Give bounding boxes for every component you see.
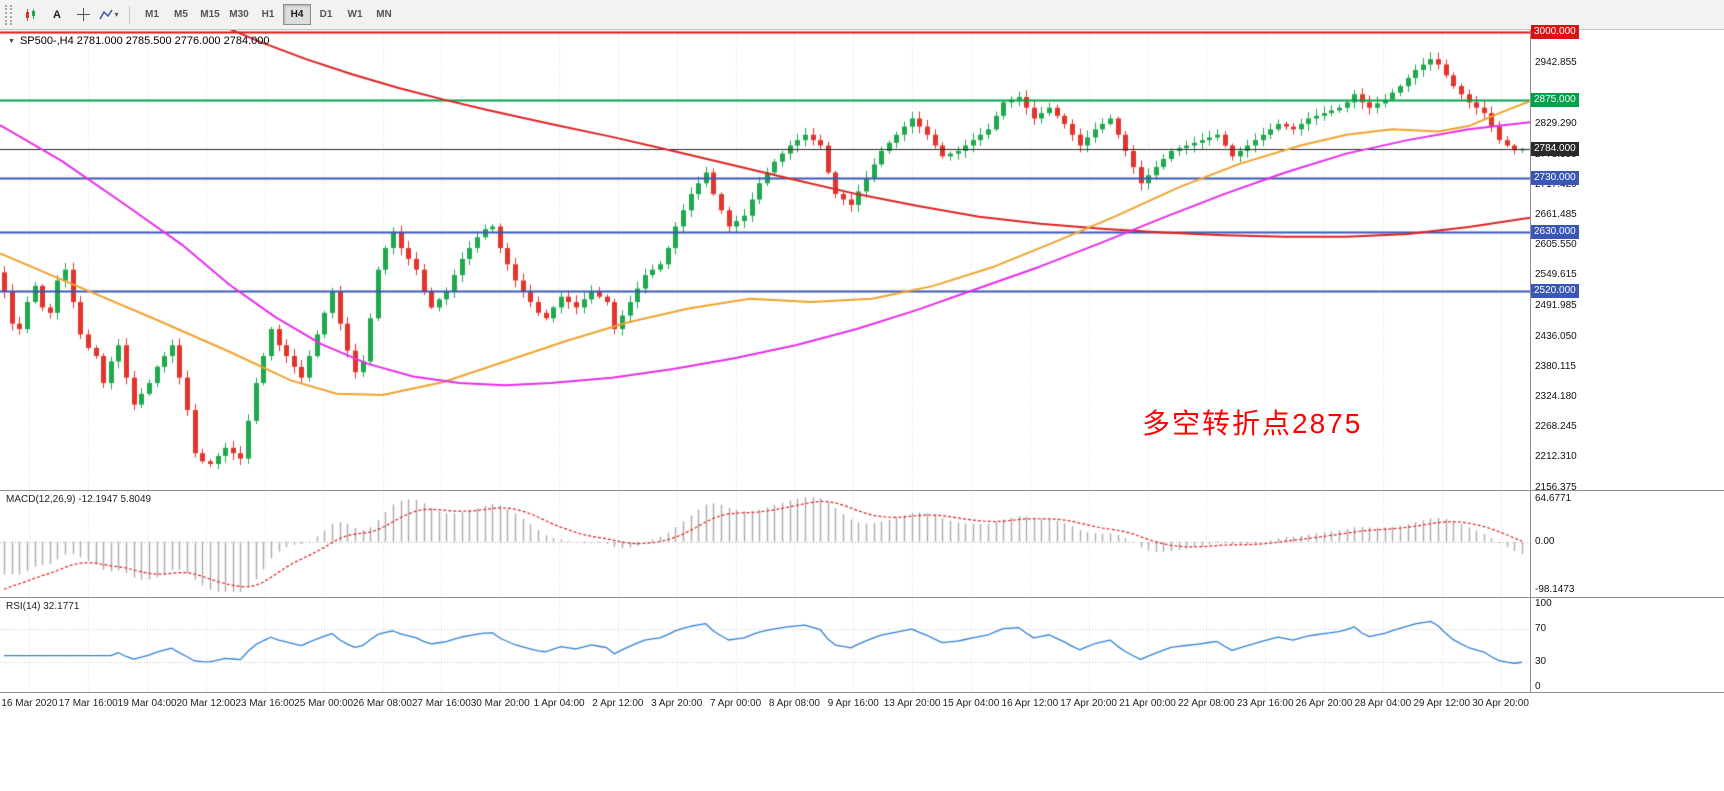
price-tick-label: 2491.985 [1535,300,1577,312]
time-axis-label: 16 Mar 2020 [1,698,58,709]
price-tick-label: 2212.310 [1535,451,1577,463]
crosshair-icon [76,8,90,21]
chart-type-button[interactable] [19,4,43,26]
toolbar: A ▾ M1 M5 M15 M30 H1 H4 D1 W1 MN [0,0,1724,30]
time-axis-label: 13 Apr 20:00 [883,698,941,709]
text-tool-button[interactable]: A [45,4,69,26]
timeframe-button-w1[interactable]: W1 [341,4,369,25]
time-axis-label: 16 Apr 12:00 [1001,698,1059,709]
rsi-panel: RSI(14) 32.1771 100 70 30 0 [0,598,1724,693]
time-axis-label: 19 Mar 04:00 [117,698,177,709]
time-axis-label: 27 Mar 16:00 [411,698,471,709]
time-axis-label: 15 Apr 04:00 [942,698,1000,709]
timeframe-button-h4[interactable]: H4 [283,4,311,25]
price-tick-label: 2156.375 [1535,481,1577,493]
price-level-tag-3000[interactable]: 3000.000 [1531,25,1579,40]
macd-scale-label: 0.00 [1535,535,1555,547]
time-axis-label: 3 Apr 20:00 [651,698,703,709]
time-axis-label: 25 Mar 00:00 [294,698,354,709]
rsi-scale-label: 70 [1535,622,1547,634]
time-axis-label: 17 Apr 20:00 [1060,698,1117,709]
time-axis-label: 8 Apr 08:00 [768,698,820,709]
time-axis-label: 17 Mar 16:00 [58,698,118,709]
chart-dropdown-icon[interactable]: ▼ [8,37,15,45]
price-tick-label: 2380.115 [1535,360,1576,372]
macd-axis: 64.6771 0.00 -98.1473 [1530,491,1724,597]
time-axis-label: 26 Apr 20:00 [1295,698,1353,709]
price-tick-label: 2661.485 [1535,208,1577,220]
timeframe-button-mn[interactable]: MN [370,4,398,25]
macd-scale-label: 64.6771 [1535,493,1572,504]
candlestick-chart-icon [24,8,38,22]
macd-panel: MACD(12,26,9) -12.1947 5.8049 64.6771 0.0… [0,491,1724,598]
time-axis-label: 2 Apr 12:00 [592,698,644,709]
macd-scale-label: -98.1473 [1535,584,1575,595]
price-tick-label: 2942.855 [1535,57,1577,68]
time-axis-label: 21 Apr 00:00 [1119,698,1176,709]
rsi-scale-label: 30 [1535,656,1547,668]
caret-down-icon: ▾ [114,10,119,19]
price-tick-label: 2549.615 [1535,269,1577,281]
chart-annotation: 多空转折点2875 [1142,408,1363,439]
price-tick-label: 2324.180 [1535,390,1577,402]
timeframe-button-d1[interactable]: D1 [312,4,340,25]
rsi-canvas[interactable] [0,598,1530,693]
time-axis-label: 22 Apr 08:00 [1177,698,1235,709]
price-tick-label: 2436.050 [1535,330,1577,342]
time-axis-label: 23 Apr 16:00 [1236,698,1294,709]
symbol-title: ▼ SP500-,H4 2781.000 2785.500 2776.000 2… [8,35,270,47]
timeframe-button-m30[interactable]: M30 [225,4,253,25]
price-axis[interactable]: 2942.8552829.2902773.3552717.4202661.485… [1530,25,1724,493]
macd-label: MACD(12,26,9) -12.1947 5.8049 [6,494,152,505]
time-axis-label: 20 Mar 12:00 [176,698,236,709]
time-axis-label: 26 Mar 08:00 [353,698,412,709]
timeframe-button-m5[interactable]: M5 [167,4,195,25]
rsi-label: RSI(14) 32.1771 [6,601,80,612]
drawing-tools-dropdown[interactable]: ▾ [97,4,121,26]
time-axis-label: 9 Apr 16:00 [827,698,879,709]
price-level-tag-2875[interactable]: 2875.000 [1531,92,1579,107]
time-axis-label: 29 Apr 12:00 [1413,698,1471,709]
time-axis-label: 1 Apr 04:00 [533,698,585,709]
price-level-tag-2784[interactable]: 2784.000 [1531,141,1579,156]
macd-canvas[interactable] [0,491,1530,598]
price-tick-label: 2605.550 [1535,239,1577,251]
toolbar-grip[interactable] [5,4,12,25]
timeframe-button-m15[interactable]: M15 [196,4,224,25]
text-tool-label: A [53,8,61,21]
time-axis-label: 7 Apr 00:00 [709,698,762,709]
price-level-tag-2630[interactable]: 2630.000 [1531,224,1579,239]
price-level-tag-2730[interactable]: 2730.000 [1531,170,1579,185]
timeframe-button-m1[interactable]: M1 [138,4,166,25]
symbol-ohlc-text: SP500-,H4 2781.000 2785.500 2776.000 278… [19,35,270,47]
shapes-icon [99,8,114,21]
time-axis[interactable]: 16 Mar 2020 17 Mar 16:00 19 Mar 04:00 20 Ma… [0,693,1724,715]
time-axis-label: 30 Mar 20:00 [470,698,530,709]
rsi-scale-label: 0 [1535,681,1541,692]
rsi-axis: 100 70 30 0 [1530,598,1724,692]
time-axis-label: 30 Apr 20:00 [1472,698,1529,709]
rsi-scale-label: 100 [1535,598,1552,609]
time-axis-label: 28 Apr 04:00 [1354,698,1412,709]
toolbar-separator [129,5,130,24]
price-level-tag-2520[interactable]: 2520.000 [1531,284,1579,299]
price-tick-label: 2268.245 [1535,421,1577,433]
time-axis-label: 23 Mar 16:00 [235,698,295,709]
timeframe-group: M1 M5 M15 M30 H1 H4 D1 W1 MN [138,4,398,25]
main-chart-canvas[interactable] [0,30,1530,491]
price-tick-label: 2829.290 [1535,118,1577,130]
main-chart-panel: ▼ SP500-,H4 2781.000 2785.500 2776.000 2… [0,25,1724,493]
crosshair-button[interactable] [71,4,95,26]
timeframe-button-h1[interactable]: H1 [254,4,282,25]
